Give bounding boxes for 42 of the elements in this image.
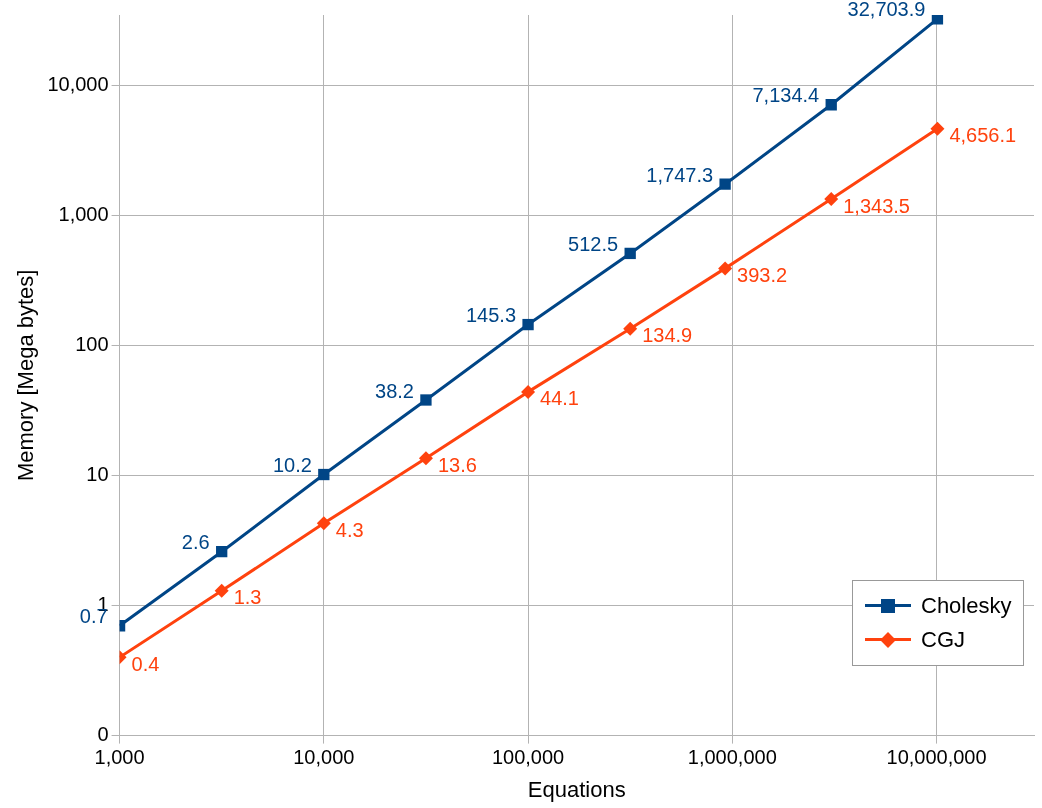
y-tick-label: 100 <box>75 333 109 356</box>
y-axis-title: Memory [Mega bytes] <box>13 269 39 482</box>
data-label: 7,134.4 <box>752 84 820 107</box>
data-label: 32,703.9 <box>847 0 926 21</box>
point <box>623 321 638 336</box>
y-tick-label: 10 <box>86 463 109 486</box>
data-label: 512.5 <box>568 232 619 255</box>
data-label: 134.9 <box>642 324 693 347</box>
legend-label: CGJ <box>921 626 965 653</box>
point <box>418 451 433 466</box>
x-tick-label: 10,000 <box>293 746 355 769</box>
x-axis-title: Equations <box>527 776 626 802</box>
point <box>214 583 229 598</box>
data-label: 38.2 <box>375 379 414 402</box>
point <box>930 121 945 136</box>
data-label: 4.3 <box>335 518 364 541</box>
data-label: 44.1 <box>540 387 579 410</box>
point <box>318 468 330 481</box>
x-tick-label: 10,000,000 <box>886 746 987 769</box>
data-label: 10.2 <box>272 454 312 477</box>
point <box>316 516 331 531</box>
x-tick-label: 100,000 <box>491 746 565 769</box>
point <box>931 15 944 25</box>
data-label: 2.6 <box>181 531 210 554</box>
point <box>216 546 228 558</box>
point <box>624 247 636 260</box>
data-label: 13.6 <box>437 453 477 476</box>
data-label: 4,656.1 <box>949 124 1017 147</box>
x-tick-label: 1,000,000 <box>687 746 777 769</box>
data-label: 145.3 <box>466 304 517 327</box>
data-label: 1,343.5 <box>843 194 910 217</box>
data-label: 393.2 <box>737 263 788 286</box>
point <box>522 318 534 331</box>
y-tick-label: 1,000 <box>58 203 109 226</box>
y-tick-label: 0 <box>97 723 109 746</box>
data-label: 1,747.3 <box>646 163 714 186</box>
legend-label: Cholesky <box>921 592 1012 619</box>
data-label: 0.4 <box>131 652 160 675</box>
data-label: 1.3 <box>233 586 262 609</box>
y-tick-label: 10,000 <box>47 73 109 96</box>
point <box>521 384 536 399</box>
point <box>420 394 432 406</box>
